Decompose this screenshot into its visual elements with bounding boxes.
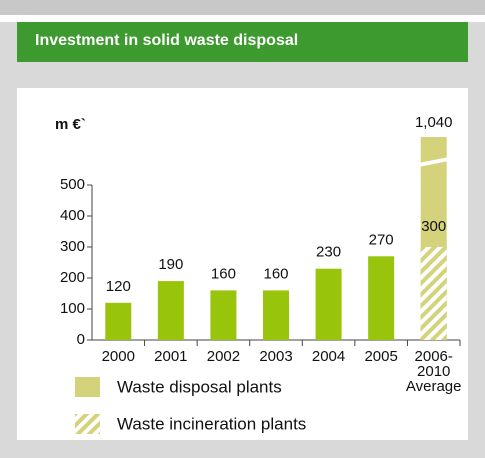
legend-swatch xyxy=(75,414,100,434)
y-tick-label: 0 xyxy=(77,331,85,348)
x-tick-label: 2006- 2010 Average xyxy=(405,348,462,395)
y-tick-label: 300 xyxy=(60,238,85,255)
x-tick-label: 2001 xyxy=(154,348,188,365)
x-tick-label: 2003 xyxy=(259,348,293,365)
value-label: 160 xyxy=(211,265,236,282)
value-label: 160 xyxy=(263,265,288,282)
bar xyxy=(105,302,132,340)
top-band xyxy=(0,0,485,15)
value-label: 270 xyxy=(369,231,394,248)
value-label: 190 xyxy=(158,256,183,273)
bar xyxy=(368,256,395,340)
bar xyxy=(315,268,342,340)
value-label: 230 xyxy=(316,244,341,261)
header-bar xyxy=(17,22,468,62)
bar xyxy=(263,290,289,340)
bar xyxy=(420,247,447,340)
y-tick-label: 400 xyxy=(60,207,85,224)
legend-swatch xyxy=(75,377,100,397)
top-gap xyxy=(0,15,485,22)
value-label: 120 xyxy=(106,278,131,295)
header-title: Investment in solid waste disposal xyxy=(35,32,299,49)
value-label: 1,040 xyxy=(415,114,453,131)
y-axis-label: m €` xyxy=(55,116,86,133)
value-label: 300 xyxy=(421,218,446,235)
legend-label: Waste incineration plants xyxy=(117,414,306,433)
x-tick-label: 2000 xyxy=(101,348,135,365)
bar xyxy=(157,281,184,340)
x-tick-label: 2004 xyxy=(311,348,346,365)
legend-label: Waste disposal plants xyxy=(117,377,282,396)
axis-break xyxy=(418,157,449,167)
bar xyxy=(210,290,237,340)
x-tick-label: 2005 xyxy=(364,348,398,365)
x-tick-label: 2002 xyxy=(206,348,241,365)
y-tick-label: 500 xyxy=(60,176,85,193)
y-tick-label: 200 xyxy=(60,269,85,286)
y-tick-label: 100 xyxy=(60,300,85,317)
